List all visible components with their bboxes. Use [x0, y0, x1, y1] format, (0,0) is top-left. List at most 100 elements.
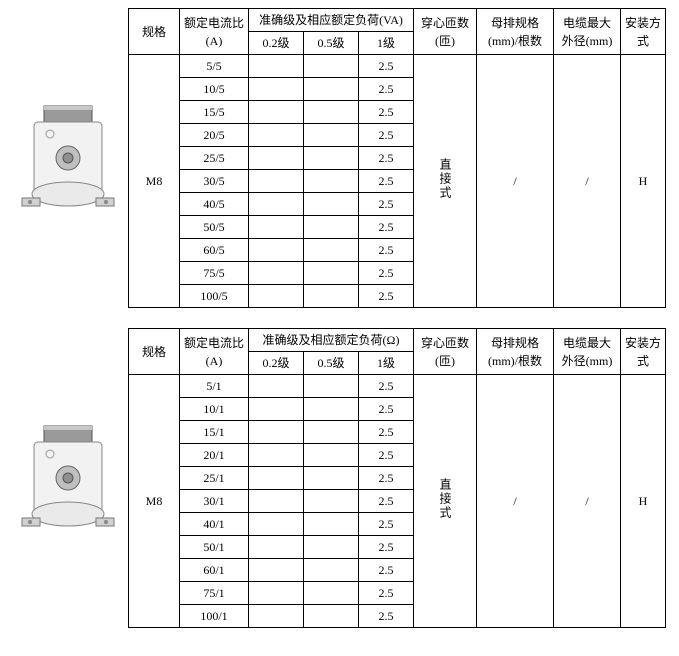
acc1-cell: 2.5	[359, 101, 414, 124]
header-spec: 规格	[129, 329, 180, 375]
acc05-cell	[304, 101, 359, 124]
ratio-cell: 25/5	[180, 147, 249, 170]
acc1-cell: 2.5	[359, 262, 414, 285]
acc1-cell: 2.5	[359, 170, 414, 193]
header-mount: 安装方式	[621, 9, 666, 55]
header-cable: 电缆最大外径(mm)	[554, 9, 621, 55]
acc02-cell	[249, 101, 304, 124]
ratio-cell: 10/1	[180, 398, 249, 421]
acc05-cell	[304, 239, 359, 262]
acc1-cell: 2.5	[359, 582, 414, 605]
cable-value: /	[554, 375, 621, 628]
acc1-cell: 2.5	[359, 78, 414, 101]
acc05-cell	[304, 421, 359, 444]
spec-table: 规格 额定电流比(A) 准确级及相应额定负荷(Ω) 穿心匝数(匝) 母排规格(m…	[128, 328, 666, 628]
acc1-cell: 2.5	[359, 513, 414, 536]
ratio-cell: 75/1	[180, 582, 249, 605]
acc02-cell	[249, 536, 304, 559]
acc1-cell: 2.5	[359, 467, 414, 490]
ratio-cell: 100/1	[180, 605, 249, 628]
acc05-cell	[304, 193, 359, 216]
acc1-cell: 2.5	[359, 536, 414, 559]
acc05-cell	[304, 78, 359, 101]
acc02-cell	[249, 513, 304, 536]
acc02-cell	[249, 398, 304, 421]
ratio-cell: 20/5	[180, 124, 249, 147]
acc1-cell: 2.5	[359, 398, 414, 421]
acc02-cell	[249, 490, 304, 513]
acc02-cell	[249, 582, 304, 605]
ratio-cell: 100/5	[180, 285, 249, 308]
acc1-cell: 2.5	[359, 193, 414, 216]
spec-section: 规格 额定电流比(A) 准确级及相应额定负荷(Ω) 穿心匝数(匝) 母排规格(m…	[8, 328, 671, 628]
header-row-1: 规格 额定电流比(A) 准确级及相应额定负荷(VA) 穿心匝数(匝) 母排规格(…	[129, 9, 666, 32]
ratio-cell: 20/1	[180, 444, 249, 467]
acc02-cell	[249, 193, 304, 216]
ratio-cell: 15/1	[180, 421, 249, 444]
acc05-cell	[304, 262, 359, 285]
ratio-cell: 30/1	[180, 490, 249, 513]
acc02-cell	[249, 124, 304, 147]
ratio-cell: 50/1	[180, 536, 249, 559]
acc05-cell	[304, 398, 359, 421]
acc02-cell	[249, 421, 304, 444]
acc1-cell: 2.5	[359, 124, 414, 147]
acc02-cell	[249, 55, 304, 78]
image-column	[8, 98, 128, 218]
acc02-cell	[249, 239, 304, 262]
acc02-cell	[249, 605, 304, 628]
mount-value: H	[621, 55, 666, 308]
busbar-value: /	[477, 55, 554, 308]
header-spec: 规格	[129, 9, 180, 55]
acc05-cell	[304, 490, 359, 513]
acc1-cell: 2.5	[359, 55, 414, 78]
acc05-cell	[304, 170, 359, 193]
ratio-cell: 10/5	[180, 78, 249, 101]
acc1-cell: 2.5	[359, 147, 414, 170]
header-ratio: 额定电流比(A)	[180, 9, 249, 55]
acc02-cell	[249, 285, 304, 308]
header-acc02: 0.2级	[249, 32, 304, 55]
table-row: M85/52.5直接式//H	[129, 55, 666, 78]
acc05-cell	[304, 559, 359, 582]
header-acc1: 1级	[359, 352, 414, 375]
acc02-cell	[249, 170, 304, 193]
acc1-cell: 2.5	[359, 285, 414, 308]
acc1-cell: 2.5	[359, 421, 414, 444]
acc02-cell	[249, 78, 304, 101]
ratio-cell: 5/5	[180, 55, 249, 78]
acc1-cell: 2.5	[359, 444, 414, 467]
acc05-cell	[304, 375, 359, 398]
acc05-cell	[304, 582, 359, 605]
ratio-cell: 40/5	[180, 193, 249, 216]
acc02-cell	[249, 262, 304, 285]
header-mount: 安装方式	[621, 329, 666, 375]
acc1-cell: 2.5	[359, 490, 414, 513]
acc05-cell	[304, 124, 359, 147]
acc05-cell	[304, 605, 359, 628]
acc02-cell	[249, 467, 304, 490]
acc02-cell	[249, 444, 304, 467]
header-acc05: 0.5级	[304, 32, 359, 55]
acc1-cell: 2.5	[359, 239, 414, 262]
acc1-cell: 2.5	[359, 216, 414, 239]
header-acc1: 1级	[359, 32, 414, 55]
acc05-cell	[304, 467, 359, 490]
header-thread: 穿心匝数(匝)	[414, 9, 477, 55]
spec-table: 规格 额定电流比(A) 准确级及相应额定负荷(VA) 穿心匝数(匝) 母排规格(…	[128, 8, 666, 308]
mount-value: H	[621, 375, 666, 628]
header-row-1: 规格 额定电流比(A) 准确级及相应额定负荷(Ω) 穿心匝数(匝) 母排规格(m…	[129, 329, 666, 352]
ratio-cell: 25/1	[180, 467, 249, 490]
acc02-cell	[249, 147, 304, 170]
header-accuracy-group: 准确级及相应额定负荷(VA)	[249, 9, 414, 32]
header-acc02: 0.2级	[249, 352, 304, 375]
acc05-cell	[304, 444, 359, 467]
spec-value: M8	[129, 55, 180, 308]
header-cable: 电缆最大外径(mm)	[554, 329, 621, 375]
busbar-value: /	[477, 375, 554, 628]
header-busbar: 母排规格(mm)/根数	[477, 9, 554, 55]
acc02-cell	[249, 216, 304, 239]
header-acc05: 0.5级	[304, 352, 359, 375]
image-column	[8, 418, 128, 538]
ratio-cell: 40/1	[180, 513, 249, 536]
